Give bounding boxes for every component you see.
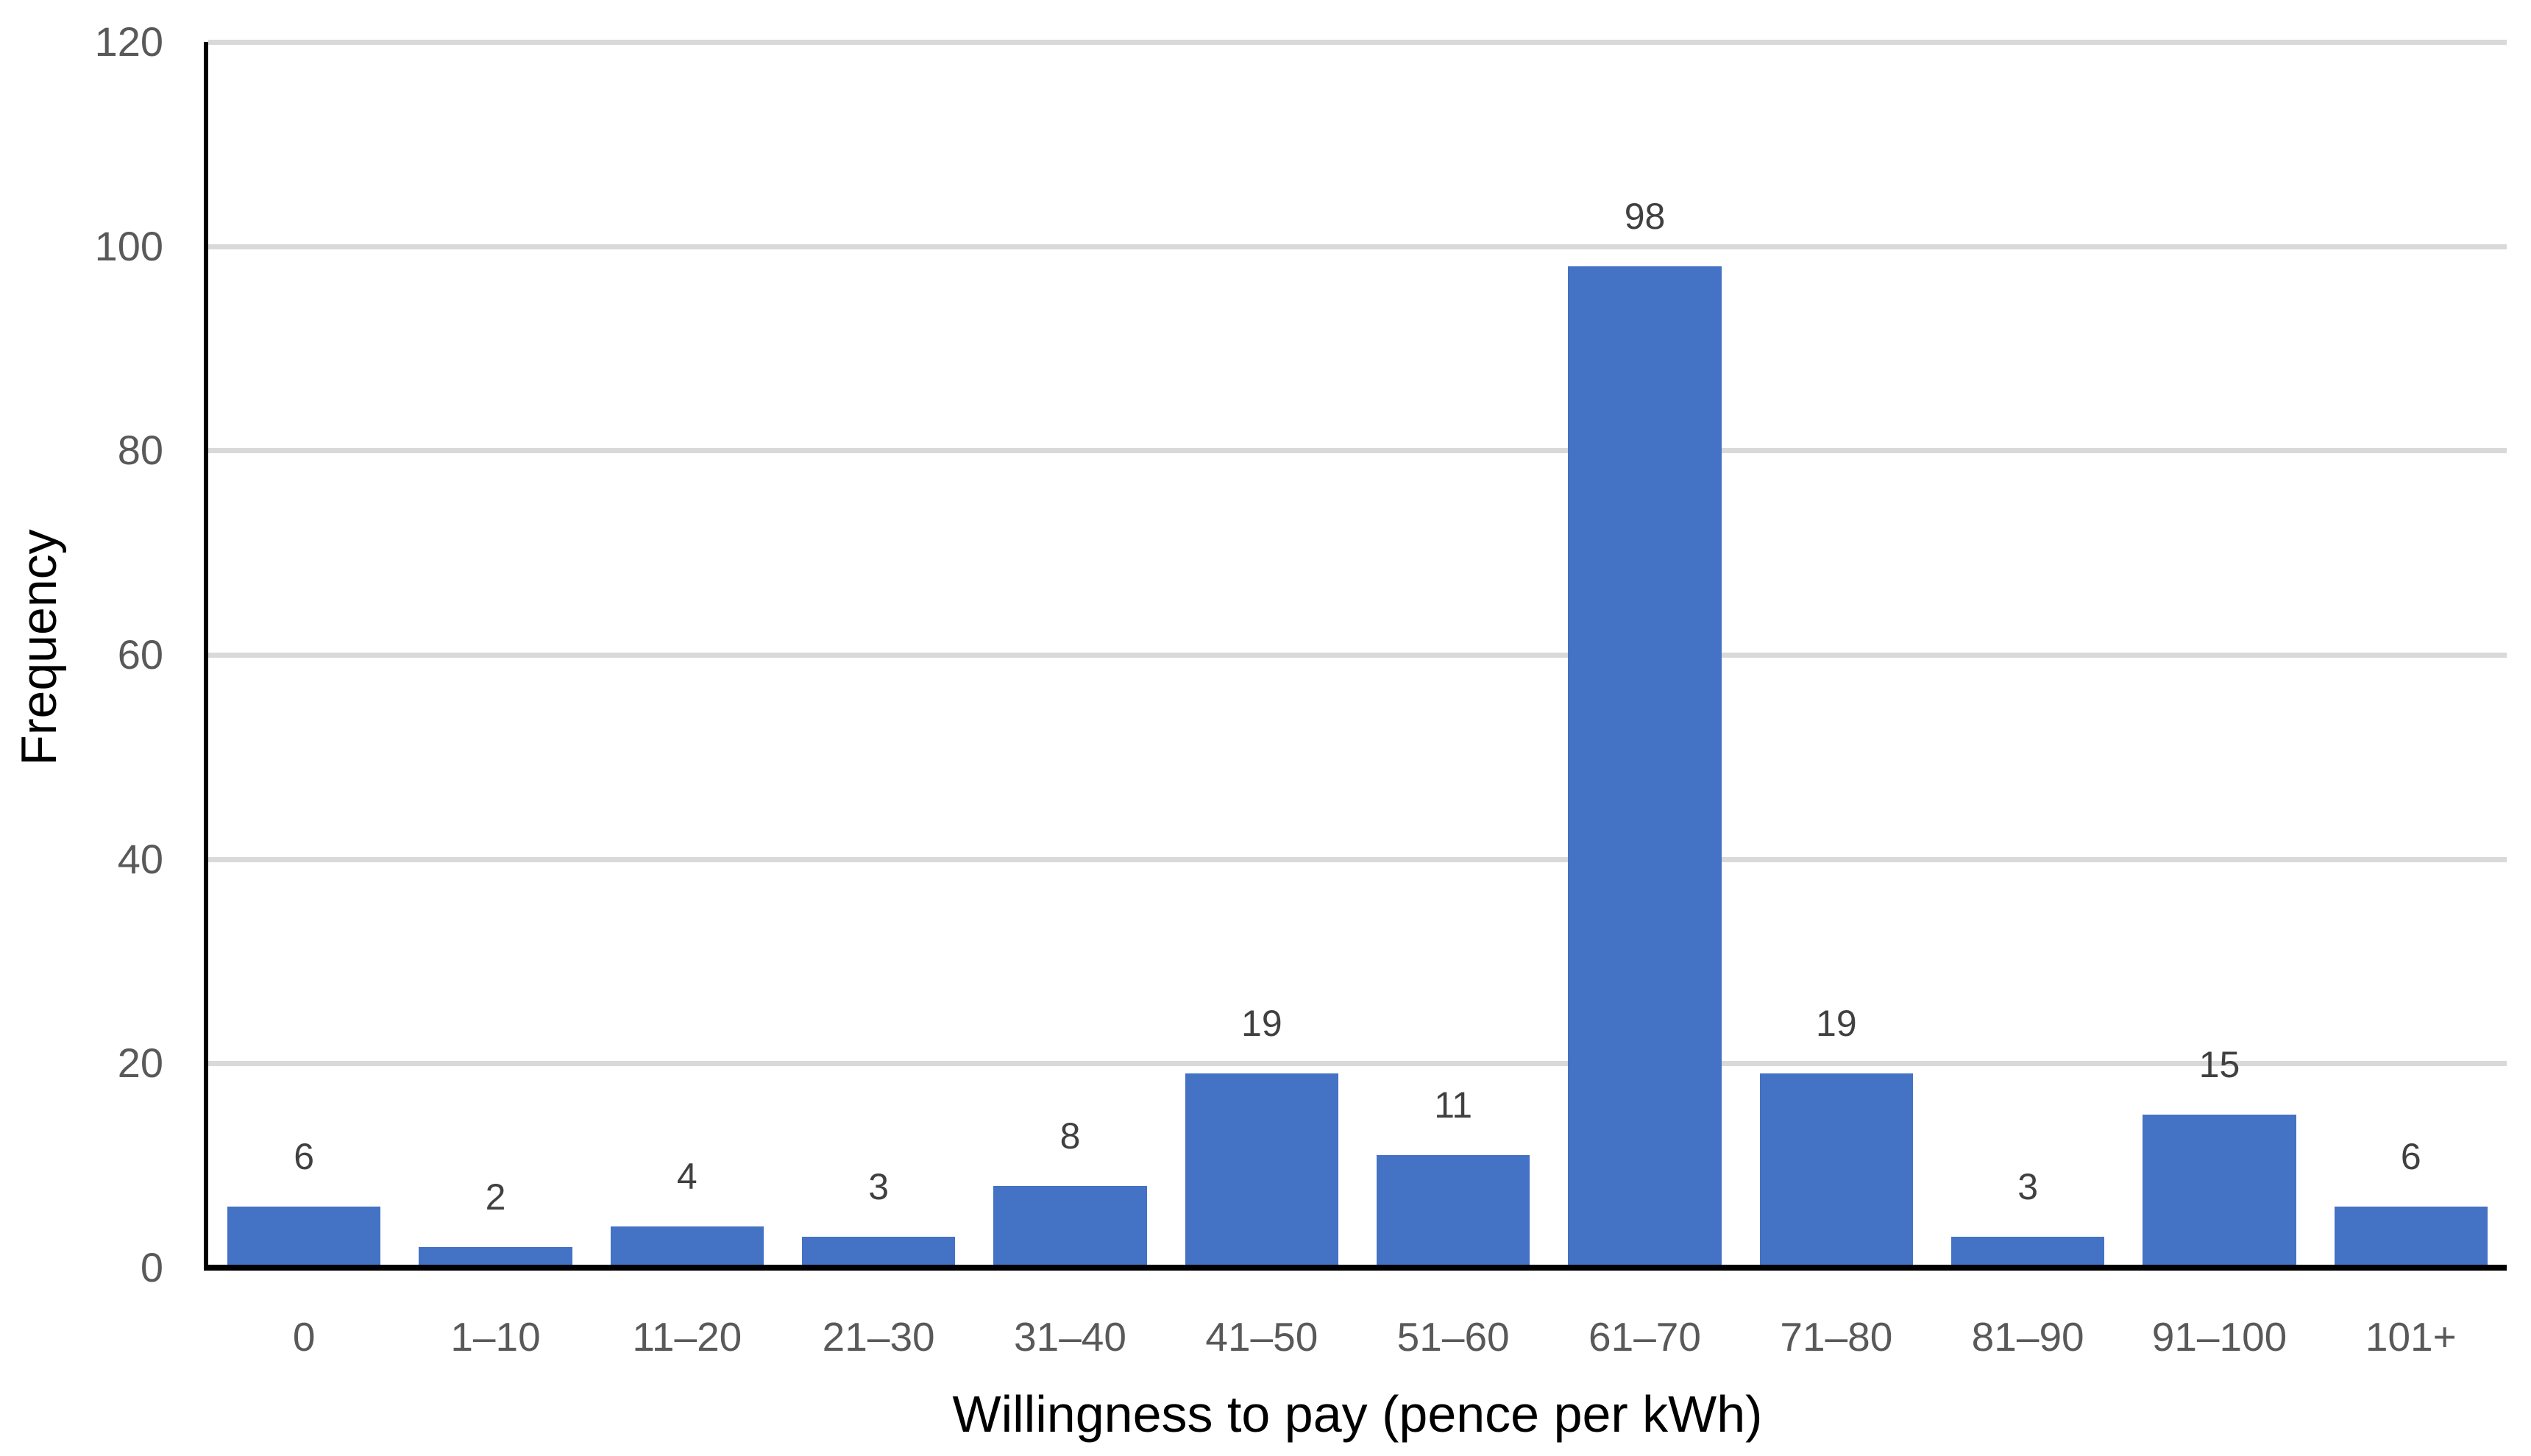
bar: [802, 1237, 956, 1268]
gridline: [208, 448, 2507, 454]
x-axis-title: Willingness to pay (pence per kWh): [952, 1385, 1763, 1443]
bar-value-label: 19: [1816, 1003, 1857, 1045]
bar: [419, 1247, 572, 1268]
x-tick-label: 61–70: [1588, 1314, 1701, 1360]
bar-value-label: 8: [1059, 1115, 1081, 1157]
gridline: [208, 653, 2507, 658]
bar-value-label: 3: [2017, 1166, 2039, 1208]
x-axis-line: [204, 1265, 2507, 1271]
bar: [1568, 266, 1722, 1268]
bar-value-label: 98: [1624, 196, 1666, 238]
bar-value-label: 11: [1434, 1084, 1473, 1126]
gridline: [208, 856, 2507, 862]
y-tick-label: 0: [140, 1244, 163, 1290]
x-tick-label: 51–60: [1396, 1314, 1510, 1360]
y-tick-label: 20: [117, 1040, 163, 1087]
bar: [1951, 1237, 2105, 1268]
y-axis-line: [204, 42, 208, 1271]
x-tick-label: 31–40: [1014, 1314, 1126, 1360]
x-tick-label: 101+: [2365, 1314, 2457, 1360]
y-tick-label: 120: [94, 18, 163, 65]
y-axis-title: Frequency: [11, 529, 67, 766]
y-tick-label: 40: [117, 835, 163, 882]
gridline: [208, 1061, 2507, 1067]
x-tick-label: 0: [292, 1314, 316, 1360]
x-tick-label: 1–10: [450, 1314, 541, 1360]
bar-value-label: 3: [868, 1166, 890, 1208]
y-tick-label: 60: [117, 631, 163, 678]
bar-value-label: 15: [2198, 1043, 2240, 1085]
bar: [1759, 1073, 1913, 1268]
x-tick-label: 21–30: [822, 1314, 935, 1360]
x-tick-label: 81–90: [1971, 1314, 2084, 1360]
gridline: [208, 244, 2507, 249]
gridline: [208, 40, 2507, 45]
bar: [1377, 1155, 1530, 1268]
x-tick-label: 11–20: [632, 1314, 742, 1360]
bar: [610, 1226, 764, 1268]
y-tick-label: 80: [117, 427, 163, 474]
x-tick-label: 41–50: [1205, 1314, 1318, 1360]
x-tick-label: 71–80: [1780, 1314, 1893, 1360]
bar: [2143, 1114, 2296, 1268]
bar: [993, 1185, 1147, 1268]
bar-value-label: 19: [1241, 1003, 1282, 1045]
bar-value-label: 4: [676, 1156, 697, 1198]
bar: [1185, 1073, 1338, 1268]
x-tick-label: 91–100: [2151, 1314, 2287, 1360]
bar: [227, 1206, 381, 1268]
y-tick-label: 100: [94, 222, 163, 269]
bar-value-label: 2: [485, 1176, 506, 1218]
bar: [2334, 1206, 2488, 1268]
bar-value-label: 6: [2400, 1135, 2421, 1177]
bar-value-label: 6: [294, 1135, 315, 1177]
